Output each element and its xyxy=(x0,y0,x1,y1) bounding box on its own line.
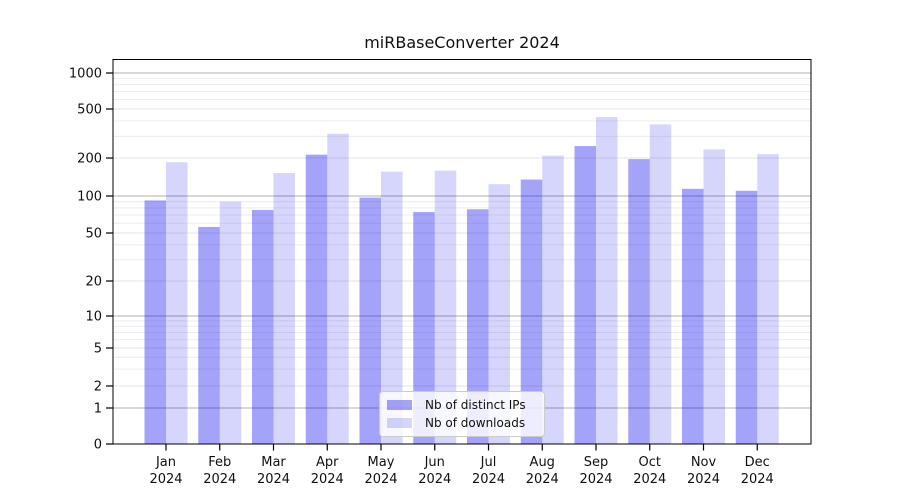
y-tick-label: 100 xyxy=(77,190,102,205)
axes-frame xyxy=(112,59,812,445)
bar-distinct-ips xyxy=(305,154,328,444)
bar-distinct-ips xyxy=(252,209,274,444)
bar-downloads xyxy=(166,162,188,444)
x-tick-label-year: 2024 xyxy=(472,472,505,487)
bar-downloads xyxy=(434,170,457,445)
y-tick-label: 0 xyxy=(94,438,102,453)
x-tick-label-month: Mar xyxy=(261,455,286,470)
x-tick-label-month: Aug xyxy=(530,455,555,470)
bar-distinct-ips xyxy=(144,200,166,444)
bar-distinct-ips xyxy=(574,146,596,444)
bar-downloads xyxy=(327,133,349,445)
x-tick-label-year: 2024 xyxy=(257,472,290,487)
x-tick-label-year: 2024 xyxy=(311,472,344,487)
x-tick-label-month: Feb xyxy=(208,455,231,470)
bar-downloads xyxy=(488,184,510,444)
x-tick-label-year: 2024 xyxy=(579,472,612,487)
y-tick-label: 20 xyxy=(85,275,102,290)
y-tick-label: 50 xyxy=(85,227,102,242)
legend-label-distinct-ips: Nb of distinct IPs xyxy=(425,398,526,412)
bar-downloads xyxy=(273,173,295,444)
y-tick-label: 2 xyxy=(94,380,102,395)
legend-swatch-downloads xyxy=(387,418,412,428)
x-tick-label-year: 2024 xyxy=(687,472,720,487)
x-tick-label-year: 2024 xyxy=(203,472,236,487)
legend-item-distinct-ips: Nb of distinct IPs xyxy=(387,398,537,412)
y-tick-label: 10 xyxy=(85,310,102,325)
x-tick-label-month: Jan xyxy=(155,455,176,470)
bar-downloads xyxy=(219,201,242,444)
bar-downloads xyxy=(381,171,403,444)
bar-distinct-ips xyxy=(628,159,650,445)
legend-box: Nb of distinct IPs Nb of downloads xyxy=(379,391,545,437)
x-tick-label-month: May xyxy=(368,455,395,470)
x-tick-label-month: Oct xyxy=(639,455,661,470)
bar-distinct-ips xyxy=(198,226,220,444)
x-tick-label-month: Apr xyxy=(316,455,339,470)
y-tick-label: 500 xyxy=(77,103,102,118)
x-tick-label-month: Nov xyxy=(691,455,717,470)
x-tick-label-month: Jul xyxy=(480,455,497,470)
bar-downloads xyxy=(649,124,672,445)
bar-distinct-ips xyxy=(735,190,758,444)
x-tick-label-year: 2024 xyxy=(633,472,666,487)
bar-downloads xyxy=(703,149,725,444)
x-tick-label-year: 2024 xyxy=(741,472,774,487)
bar-distinct-ips xyxy=(520,179,543,444)
x-tick-label-year: 2024 xyxy=(418,472,451,487)
x-tick-label-year: 2024 xyxy=(526,472,559,487)
bar-downloads xyxy=(542,155,564,445)
legend-item-downloads: Nb of downloads xyxy=(387,416,537,430)
bar-downloads xyxy=(596,117,618,444)
x-tick-label-month: Dec xyxy=(745,455,770,470)
y-tick-label: 5 xyxy=(94,342,102,357)
y-tick-label: 1000 xyxy=(69,67,102,82)
x-tick-label-month: Jun xyxy=(424,455,445,470)
bar-distinct-ips xyxy=(413,212,435,444)
x-tick-label-year: 2024 xyxy=(364,472,397,487)
legend-label-downloads: Nb of downloads xyxy=(425,416,526,430)
y-tick-label: 1 xyxy=(94,402,102,417)
bar-downloads xyxy=(757,154,779,444)
chart-title: miRBaseConverter 2024 xyxy=(364,33,560,52)
bar-distinct-ips xyxy=(467,209,489,444)
legend-swatch-distinct-ips xyxy=(387,400,412,410)
x-tick-label-year: 2024 xyxy=(149,472,182,487)
bar-distinct-ips xyxy=(682,188,704,444)
x-tick-label-month: Sep xyxy=(584,455,609,470)
y-tick-label: 200 xyxy=(77,152,102,167)
bar-distinct-ips xyxy=(359,197,381,444)
